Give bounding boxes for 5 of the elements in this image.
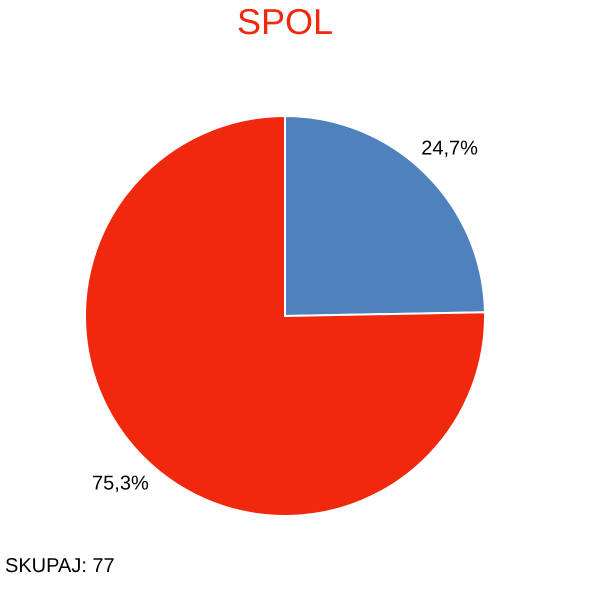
pie-slice (84, 115, 486, 517)
data-label: 75,3% (92, 472, 149, 495)
data-label: 24,7% (421, 137, 478, 160)
chart-title: SPOL (236, 1, 334, 42)
text: SKUPAJ: 77 (5, 555, 115, 577)
